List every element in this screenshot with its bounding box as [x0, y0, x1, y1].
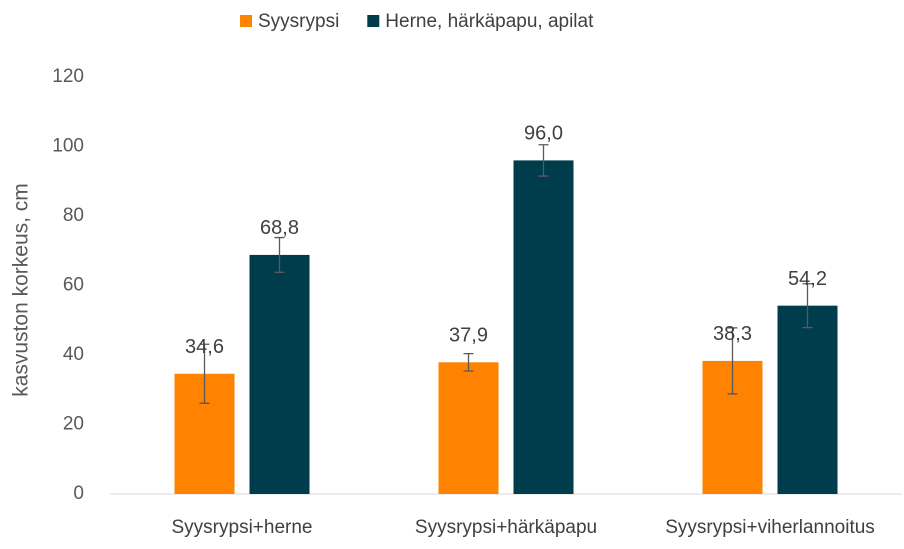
y-tick-label: 100: [52, 136, 84, 157]
bar: [249, 254, 310, 494]
bar: [513, 160, 574, 494]
bar: [777, 305, 838, 494]
legend-label: Syysrypsi: [258, 11, 339, 32]
legend-swatch: [240, 15, 252, 27]
data-label: 37,9: [449, 325, 488, 347]
legend-label: Herne, härkäpapu, apilat: [385, 11, 594, 32]
data-label: 54,2: [788, 268, 827, 290]
error-bar: [274, 236, 285, 273]
y-tick-label: 80: [63, 205, 84, 226]
y-tick-label: 40: [63, 344, 84, 365]
x-tick-label: Syysrypsi+viherlannoitus: [665, 517, 875, 538]
y-tick-label: 120: [52, 66, 84, 87]
y-tick-label: 0: [73, 483, 84, 504]
data-label: 38,3: [713, 323, 752, 345]
error-bar: [463, 352, 474, 372]
x-tick-label: Syysrypsi+herne: [172, 517, 313, 538]
error-bar: [538, 144, 549, 177]
legend-swatch: [367, 15, 380, 27]
data-label: 34,6: [185, 336, 224, 358]
y-axis-label: kasvuston korkeus, cm: [10, 183, 33, 397]
x-tick-label: Syysrypsi+härkäpapu: [415, 517, 597, 538]
error-bar: [199, 343, 210, 404]
bar: [438, 362, 499, 494]
data-label: 68,8: [260, 217, 299, 239]
error-bar: [727, 327, 738, 395]
error-bar: [802, 283, 813, 329]
data-label: 96,0: [524, 123, 563, 145]
y-tick-label: 20: [63, 414, 84, 435]
y-tick-label: 60: [63, 275, 84, 296]
